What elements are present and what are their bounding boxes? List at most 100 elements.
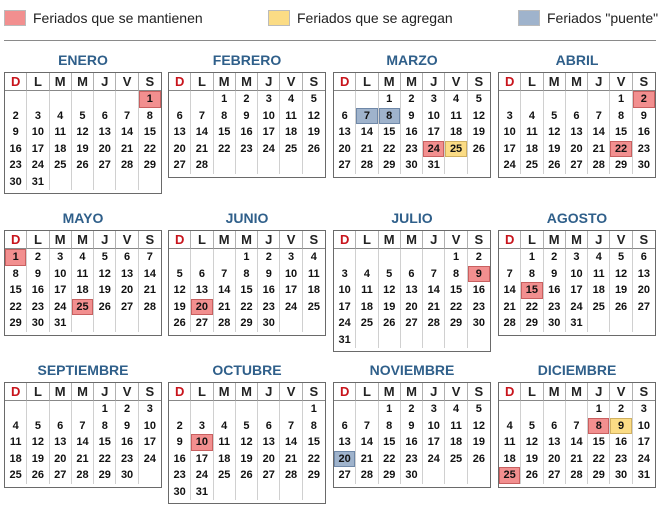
day-cell: 22 [379,450,401,467]
day-cell: 2 [544,249,566,266]
weekday-header: V [445,231,468,249]
weekday-header: V [610,383,633,401]
day-cell: 6 [191,265,214,282]
day-cell: 6 [334,107,357,124]
day-cell: 23 [169,467,192,484]
weekday-header: D [5,73,28,91]
day-cell: 11 [521,124,544,141]
day-cell: 9 [544,265,566,282]
empty-cell [356,401,379,418]
weekday-header: M [49,73,72,91]
month-title: MARZO [386,52,438,68]
weekday-header: M [235,73,259,91]
day-cell: 16 [544,282,566,299]
holiday-day: 8 [378,107,401,124]
day-cell: 12 [472,109,485,122]
divider-line [4,40,656,41]
weekday-header: S [467,73,490,91]
day-cell: 20 [334,140,357,157]
day-cell: 10 [27,124,50,141]
day-cell: 28 [423,315,446,332]
day-cell: 7 [280,417,303,434]
day-cell: 18 [521,140,544,157]
day-cell: 27 [637,300,650,313]
day-cell: 13 [566,124,589,141]
day-cell: 16 [610,434,633,451]
day-cell: 21 [356,140,379,157]
day-cell: 4 [5,417,28,434]
day-cell: 26 [307,142,320,155]
day-cell: 8 [236,265,259,282]
day-cell: 17 [566,282,589,299]
day-cell: 13 [637,267,650,280]
empty-cell [258,157,281,174]
day-cell: 20 [116,282,139,299]
weekday-header: J [588,383,611,401]
day-cell: 21 [191,140,214,157]
month-marzo: MARZO D L M M J V S 1 2 3 4 5 6 7 8 9 10 11 12 13 14 15 16 17 18 1… [333,50,491,178]
weekday-header: M [49,231,72,249]
day-cell: 19 [472,436,485,449]
legend-item-puente: Feriados "puente" [518,9,658,27]
day-cell: 23 [116,450,139,467]
day-cell: 16 [5,140,28,157]
legend-swatch-mantienen [4,10,26,26]
day-cell: 28 [72,467,95,484]
month-table: D L M M J V S 1 2 3 4 5 6 7 8 9 10 11 12 13 14 15 16 17 18 19 20 21… [168,230,326,336]
weekday-header: M [400,231,424,249]
day-cell: 27 [169,157,192,174]
weekday-header: S [302,383,325,401]
day-cell: 1 [236,249,259,266]
holiday-day: 2 [632,91,655,108]
day-cell: 15 [379,434,401,451]
day-cell: 9 [401,107,424,124]
day-cell: 22 [214,140,236,157]
empty-cell [214,157,236,174]
day-cell: 1 [379,401,401,418]
weekday-header: M [378,231,401,249]
day-cell: 31 [50,315,72,332]
empty-cell [191,91,214,108]
day-cell: 22 [236,298,259,315]
day-cell: 14 [356,124,379,141]
weekday-header: S [138,73,161,91]
empty-cell [5,91,28,108]
day-cell: 24 [637,452,650,465]
empty-cell [72,91,95,108]
day-cell: 6 [544,417,566,434]
day-cell: 28 [280,467,303,484]
empty-cell [191,401,214,418]
empty-cell [50,401,72,418]
day-cell: 1 [610,91,633,108]
day-cell: 13 [116,265,139,282]
day-cell: 14 [566,434,589,451]
day-cell: 26 [472,142,485,155]
weekday-header: V [280,383,303,401]
weekday-header: V [280,73,303,91]
day-cell: 17 [499,140,522,157]
day-cell: 30 [169,483,192,500]
day-cell: 28 [499,315,522,332]
weekday-header: J [258,73,281,91]
day-cell: 8 [214,107,236,124]
day-cell: 3 [423,91,446,108]
day-cell: 13 [401,282,424,299]
weekday-header: J [94,383,117,401]
empty-cell [280,483,303,500]
day-cell: 21 [423,298,446,315]
weekday-header: D [499,383,522,401]
day-cell: 7 [146,251,153,264]
day-cell: 25 [307,300,320,313]
weekday-header: D [334,231,357,249]
weekday-header: M [213,383,236,401]
day-cell: 18 [72,282,95,299]
day-cell: 30 [610,467,633,484]
empty-cell [423,467,446,484]
day-cell: 10 [143,419,156,432]
day-cell: 6 [334,417,357,434]
day-cell: 6 [116,249,139,266]
day-cell: 26 [379,315,401,332]
empty-cell [303,157,325,174]
month-table: D L M M J V S 1 2 3 4 5 6 7 8 9 10 11 12 13 14 15 16 17 18 19 20 21… [168,72,326,178]
weekday-header: L [191,231,214,249]
